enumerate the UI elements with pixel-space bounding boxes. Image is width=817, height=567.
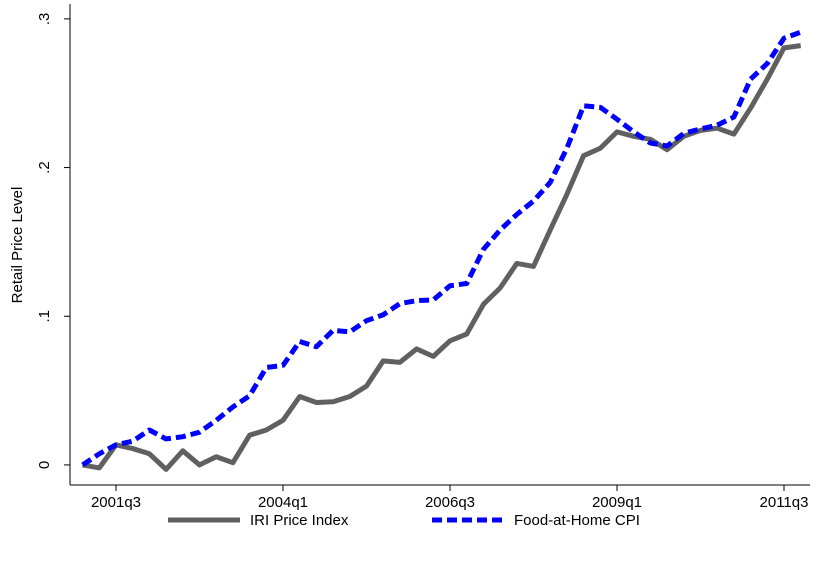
- x-tick-label: 2001q3: [91, 494, 141, 511]
- y-tick-label: 0: [36, 461, 53, 469]
- y-axis-label: Retail Price Level: [9, 187, 26, 304]
- y-tick-label: .1: [36, 310, 53, 323]
- x-tick-label: 2009q1: [592, 494, 642, 511]
- series-line: [82, 43, 802, 472]
- x-tick-label: 2011q3: [760, 494, 809, 511]
- legend-label: Food-at-Home CPI: [514, 512, 640, 529]
- x-tick-label: 2006q3: [425, 494, 475, 511]
- x-tick-label: 2004q1: [258, 494, 308, 511]
- y-tick-label: .3: [36, 13, 53, 26]
- y-tick-label: .2: [36, 161, 53, 174]
- legend-label: IRI Price Index: [250, 512, 349, 529]
- series-line: [81, 29, 802, 468]
